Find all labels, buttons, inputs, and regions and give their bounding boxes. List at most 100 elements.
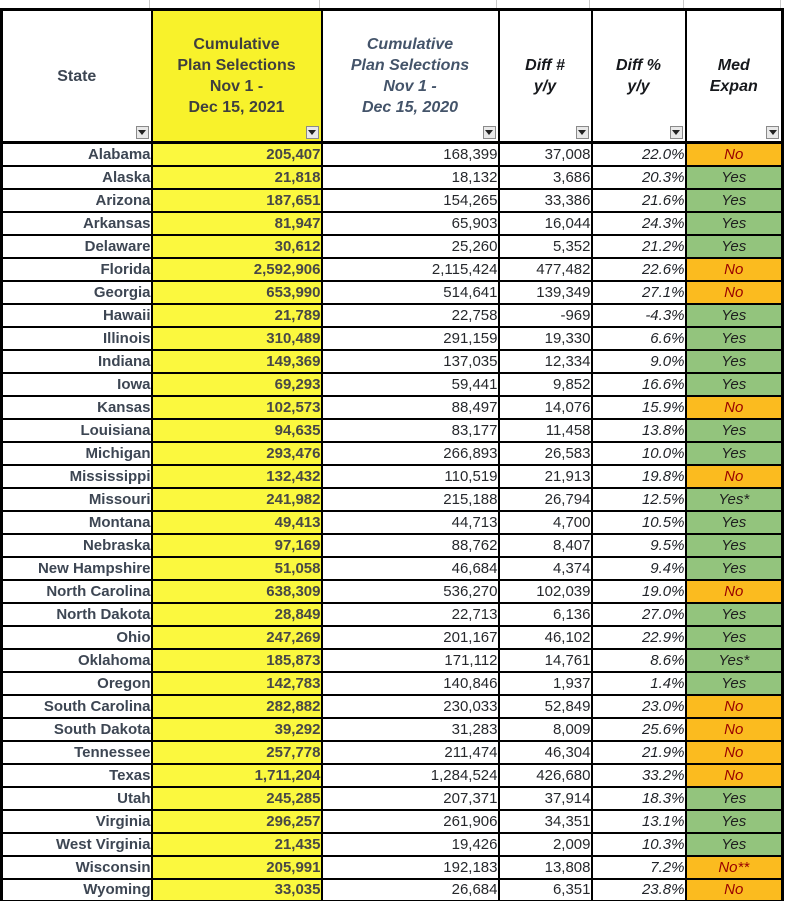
diff-num-cell[interactable]: 8,009 — [497, 716, 593, 742]
cum-2021-cell[interactable]: 310,489 — [150, 325, 323, 351]
diff-pct-cell[interactable]: 10.3% — [590, 831, 687, 857]
filter-button-state[interactable] — [135, 126, 149, 139]
cum-2020-cell[interactable]: 2,115,424 — [320, 256, 500, 282]
cum-2021-cell[interactable]: 185,873 — [150, 647, 323, 673]
diff-pct-cell[interactable]: 23.0% — [590, 693, 687, 719]
state-cell[interactable]: Alaska — [0, 164, 153, 190]
med-expan-cell[interactable]: No — [684, 877, 784, 901]
cum-2021-cell[interactable]: 247,269 — [150, 624, 323, 650]
cum-2021-cell[interactable]: 33,035 — [150, 877, 323, 901]
diff-pct-cell[interactable]: 1.4% — [590, 670, 687, 696]
med-expan-cell[interactable]: Yes — [684, 532, 784, 558]
cum-2021-cell[interactable]: 205,991 — [150, 854, 323, 880]
cum-2020-cell[interactable]: 25,260 — [320, 233, 500, 259]
diff-num-cell[interactable]: 4,374 — [497, 555, 593, 581]
cum-2021-cell[interactable]: 241,982 — [150, 486, 323, 512]
state-cell[interactable]: Indiana — [0, 348, 153, 374]
cum-2020-cell[interactable]: 536,270 — [320, 578, 500, 604]
state-cell[interactable]: Iowa — [0, 371, 153, 397]
med-expan-cell[interactable]: Yes — [684, 601, 784, 627]
column-header-med-expan[interactable]: Med Expan — [684, 8, 784, 144]
state-cell[interactable]: Alabama — [0, 141, 153, 167]
med-expan-cell[interactable]: Yes — [684, 624, 784, 650]
cum-2020-cell[interactable]: 22,713 — [320, 601, 500, 627]
cum-2021-cell[interactable]: 21,818 — [150, 164, 323, 190]
cum-2020-cell[interactable]: 192,183 — [320, 854, 500, 880]
cum-2020-cell[interactable]: 110,519 — [320, 463, 500, 489]
cum-2020-cell[interactable]: 31,283 — [320, 716, 500, 742]
diff-pct-cell[interactable]: 7.2% — [590, 854, 687, 880]
diff-pct-cell[interactable]: 19.0% — [590, 578, 687, 604]
diff-pct-cell[interactable]: 24.3% — [590, 210, 687, 236]
diff-pct-cell[interactable]: -4.3% — [590, 302, 687, 328]
diff-pct-cell[interactable]: 6.6% — [590, 325, 687, 351]
diff-num-cell[interactable]: 16,044 — [497, 210, 593, 236]
med-expan-cell[interactable]: Yes — [684, 670, 784, 696]
diff-num-cell[interactable]: 8,407 — [497, 532, 593, 558]
med-expan-cell[interactable]: Yes — [684, 440, 784, 466]
column-header-diff-pct[interactable]: Diff % y/y — [590, 8, 687, 144]
diff-pct-cell[interactable]: 9.0% — [590, 348, 687, 374]
state-cell[interactable]: Arizona — [0, 187, 153, 213]
diff-pct-cell[interactable]: 18.3% — [590, 785, 687, 811]
cum-2020-cell[interactable]: 291,159 — [320, 325, 500, 351]
med-expan-cell[interactable]: No — [684, 141, 784, 167]
cum-2021-cell[interactable]: 653,990 — [150, 279, 323, 305]
cum-2021-cell[interactable]: 21,789 — [150, 302, 323, 328]
cum-2020-cell[interactable]: 137,035 — [320, 348, 500, 374]
med-expan-cell[interactable]: Yes* — [684, 647, 784, 673]
state-cell[interactable]: Wisconsin — [0, 854, 153, 880]
diff-num-cell[interactable]: 34,351 — [497, 808, 593, 834]
cum-2020-cell[interactable]: 207,371 — [320, 785, 500, 811]
diff-num-cell[interactable]: 139,349 — [497, 279, 593, 305]
state-cell[interactable]: Illinois — [0, 325, 153, 351]
state-cell[interactable]: Hawaii — [0, 302, 153, 328]
med-expan-cell[interactable]: No — [684, 739, 784, 765]
diff-num-cell[interactable]: 46,102 — [497, 624, 593, 650]
diff-num-cell[interactable]: -969 — [497, 302, 593, 328]
diff-num-cell[interactable]: 33,386 — [497, 187, 593, 213]
diff-num-cell[interactable]: 426,680 — [497, 762, 593, 788]
med-expan-cell[interactable]: Yes — [684, 187, 784, 213]
cum-2021-cell[interactable]: 293,476 — [150, 440, 323, 466]
cum-2021-cell[interactable]: 49,413 — [150, 509, 323, 535]
cum-2021-cell[interactable]: 149,369 — [150, 348, 323, 374]
cum-2021-cell[interactable]: 28,849 — [150, 601, 323, 627]
cum-2020-cell[interactable]: 215,188 — [320, 486, 500, 512]
cum-2021-cell[interactable]: 51,058 — [150, 555, 323, 581]
state-cell[interactable]: Oregon — [0, 670, 153, 696]
med-expan-cell[interactable]: Yes — [684, 831, 784, 857]
state-cell[interactable]: Virginia — [0, 808, 153, 834]
med-expan-cell[interactable]: No — [684, 578, 784, 604]
diff-num-cell[interactable]: 12,334 — [497, 348, 593, 374]
filter-button-cum-2020[interactable] — [482, 126, 496, 139]
diff-pct-cell[interactable]: 23.8% — [590, 877, 687, 901]
filter-button-med-expan[interactable] — [766, 126, 779, 139]
med-expan-cell[interactable]: Yes* — [684, 486, 784, 512]
med-expan-cell[interactable]: No** — [684, 854, 784, 880]
state-cell[interactable]: Oklahoma — [0, 647, 153, 673]
diff-pct-cell[interactable]: 10.0% — [590, 440, 687, 466]
cum-2021-cell[interactable]: 132,432 — [150, 463, 323, 489]
cum-2020-cell[interactable]: 44,713 — [320, 509, 500, 535]
cum-2021-cell[interactable]: 39,292 — [150, 716, 323, 742]
diff-num-cell[interactable]: 14,761 — [497, 647, 593, 673]
cum-2020-cell[interactable]: 211,474 — [320, 739, 500, 765]
diff-pct-cell[interactable]: 33.2% — [590, 762, 687, 788]
diff-num-cell[interactable]: 6,351 — [497, 877, 593, 901]
state-cell[interactable]: Missouri — [0, 486, 153, 512]
cum-2021-cell[interactable]: 21,435 — [150, 831, 323, 857]
state-cell[interactable]: North Carolina — [0, 578, 153, 604]
diff-num-cell[interactable]: 11,458 — [497, 417, 593, 443]
med-expan-cell[interactable]: No — [684, 693, 784, 719]
diff-num-cell[interactable]: 21,913 — [497, 463, 593, 489]
state-cell[interactable]: South Carolina — [0, 693, 153, 719]
diff-pct-cell[interactable]: 27.1% — [590, 279, 687, 305]
state-cell[interactable]: Nebraska — [0, 532, 153, 558]
diff-pct-cell[interactable]: 22.6% — [590, 256, 687, 282]
diff-num-cell[interactable]: 26,583 — [497, 440, 593, 466]
state-cell[interactable]: South Dakota — [0, 716, 153, 742]
diff-num-cell[interactable]: 5,352 — [497, 233, 593, 259]
cum-2020-cell[interactable]: 26,684 — [320, 877, 500, 901]
diff-num-cell[interactable]: 13,808 — [497, 854, 593, 880]
